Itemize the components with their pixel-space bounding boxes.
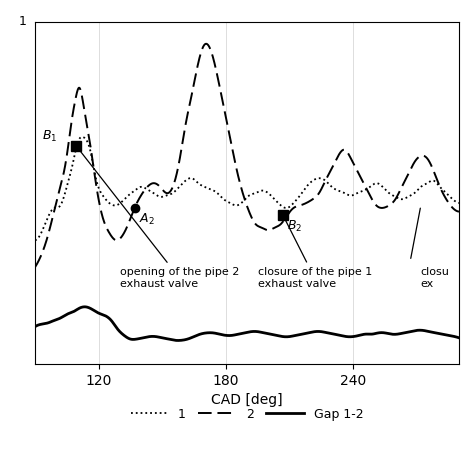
Legend: 1, 2, Gap 1-2: 1, 2, Gap 1-2	[126, 403, 368, 426]
Text: $B_2$: $B_2$	[287, 219, 302, 234]
Text: $A_2$: $A_2$	[139, 212, 155, 227]
Text: closure of the pipe 1
exhaust valve: closure of the pipe 1 exhaust valve	[257, 218, 372, 289]
Text: 1: 1	[18, 16, 27, 28]
Text: opening of the pipe 2
exhaust valve: opening of the pipe 2 exhaust valve	[78, 148, 239, 289]
X-axis label: CAD [deg]: CAD [deg]	[211, 393, 283, 407]
Text: closu
ex: closu ex	[421, 267, 450, 289]
Text: $B_1$: $B_1$	[42, 129, 58, 144]
